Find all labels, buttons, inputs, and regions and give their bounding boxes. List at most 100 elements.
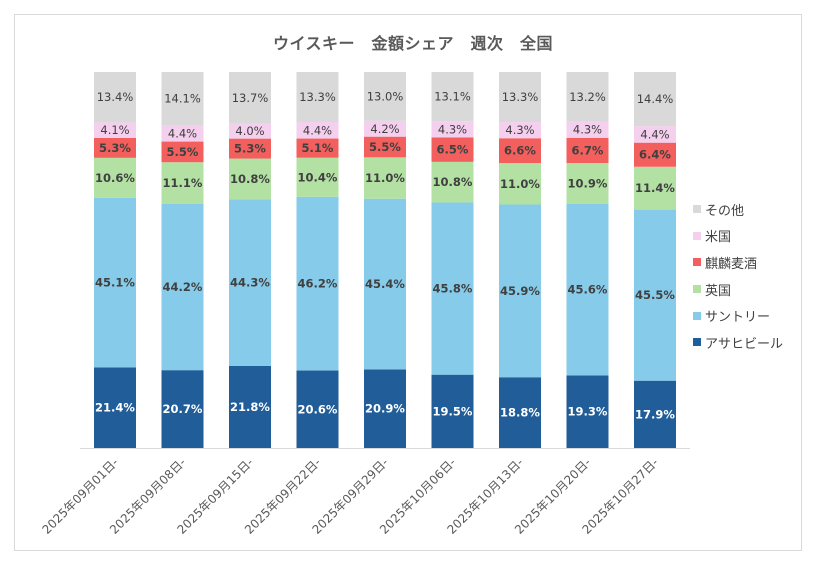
legend-label: その他 xyxy=(705,203,745,219)
bar-segment xyxy=(364,136,406,158)
bar-segment xyxy=(364,198,406,370)
data-label: 17.9% xyxy=(635,407,675,421)
chart-title: ウイスキー 金額シェア 週次 全国 xyxy=(272,34,554,53)
bar-segment xyxy=(296,157,339,197)
data-label: 5.1% xyxy=(302,141,334,155)
bar-segment xyxy=(94,367,136,448)
bar-segment xyxy=(634,72,676,127)
data-label: 6.6% xyxy=(504,144,536,158)
legend-item: サントリー xyxy=(693,302,783,329)
bar-segment xyxy=(634,166,676,210)
bar-segment xyxy=(364,157,406,199)
data-label: 4.2% xyxy=(370,122,399,136)
bar-segment xyxy=(431,72,474,122)
legend-swatch xyxy=(693,258,701,267)
data-label: 10.9% xyxy=(568,176,608,190)
bar-segment xyxy=(499,138,541,164)
bar-segment xyxy=(499,122,541,139)
data-label: 10.8% xyxy=(433,175,473,189)
legend-label: 米国 xyxy=(705,230,732,246)
bar-segment xyxy=(229,72,271,124)
data-label: 20.6% xyxy=(298,402,338,416)
bar-segment xyxy=(431,202,474,375)
bar-segment xyxy=(431,137,474,162)
legend-label: 英国 xyxy=(705,283,732,299)
legend-item: 麒麟麦酒 xyxy=(693,249,783,276)
bar-segment xyxy=(161,370,204,448)
data-label: 13.0% xyxy=(367,89,404,103)
bar-segment xyxy=(94,157,136,198)
bar-segment xyxy=(296,122,339,139)
bar-segment xyxy=(566,72,609,122)
data-label: 11.0% xyxy=(500,177,540,191)
bar-segment xyxy=(566,203,609,376)
legend-item: 英国 xyxy=(693,276,783,303)
bar-segment xyxy=(364,369,406,448)
data-label: 13.4% xyxy=(97,90,134,104)
bar-segment xyxy=(634,142,676,167)
bar-segment xyxy=(296,370,339,448)
data-label: 11.0% xyxy=(365,171,405,185)
data-label: 5.5% xyxy=(369,140,401,154)
data-label: 4.3% xyxy=(573,123,602,137)
bar-segment xyxy=(229,123,271,139)
bar-segment xyxy=(229,138,271,159)
data-label: 14.1% xyxy=(164,92,201,106)
data-label: 44.2% xyxy=(163,280,203,294)
bar-segment xyxy=(364,120,406,137)
bar-segment xyxy=(94,137,136,158)
data-label: 45.8% xyxy=(433,282,473,296)
data-label: 20.7% xyxy=(163,402,203,416)
bar-segment xyxy=(364,72,406,121)
data-label: 21.4% xyxy=(95,401,135,415)
data-label: 5.3% xyxy=(99,141,131,155)
bar-segment xyxy=(566,137,609,163)
bar-segment xyxy=(94,72,136,123)
bar-segment xyxy=(296,196,339,371)
data-label: 45.1% xyxy=(95,276,135,290)
legend-swatch xyxy=(693,338,701,347)
bar-segment xyxy=(229,365,271,448)
bar-segment xyxy=(94,122,136,138)
bar-segment xyxy=(431,121,474,138)
data-label: 10.8% xyxy=(230,172,270,186)
legend-swatch xyxy=(693,285,701,294)
x-tick-label: 2025年10月27日- xyxy=(580,455,662,537)
bar-segment xyxy=(634,380,676,448)
bar-segment xyxy=(499,72,541,123)
legend-label: 麒麟麦酒 xyxy=(705,256,758,272)
bar-segment xyxy=(566,162,609,204)
legend-label: アサヒビール xyxy=(705,336,784,352)
bar-segment xyxy=(431,161,474,203)
data-label: 19.5% xyxy=(433,404,473,418)
bar-segment xyxy=(634,209,676,381)
data-label: 4.1% xyxy=(100,123,129,137)
data-label: 13.7% xyxy=(232,91,269,105)
data-label: 13.1% xyxy=(434,90,471,104)
bar-segment xyxy=(161,141,204,163)
chart-legend: その他米国麒麟麦酒英国サントリーアサヒビール xyxy=(693,196,783,356)
bar-segment xyxy=(296,72,339,123)
data-label: 13.2% xyxy=(569,90,606,104)
bar-segment xyxy=(566,375,609,448)
legend-swatch xyxy=(693,205,701,214)
data-label: 4.3% xyxy=(505,123,534,137)
data-label: 45.5% xyxy=(635,288,675,302)
data-label: 10.6% xyxy=(95,171,135,185)
data-label: 18.8% xyxy=(500,406,540,420)
data-label: 46.2% xyxy=(298,277,338,291)
data-label: 6.7% xyxy=(572,143,604,157)
data-label: 4.4% xyxy=(168,126,197,140)
bar-segment xyxy=(229,158,271,200)
legend-item: その他 xyxy=(693,196,783,223)
bar-segment xyxy=(499,163,541,205)
data-label: 6.5% xyxy=(437,143,469,157)
bar-segment xyxy=(161,125,204,142)
data-label: 13.3% xyxy=(502,90,539,104)
data-label: 13.3% xyxy=(299,90,336,104)
data-label: 4.4% xyxy=(303,123,332,137)
legend-item: 米国 xyxy=(693,223,783,250)
legend-item: アサヒビール xyxy=(693,329,783,356)
data-label: 5.3% xyxy=(234,142,266,156)
